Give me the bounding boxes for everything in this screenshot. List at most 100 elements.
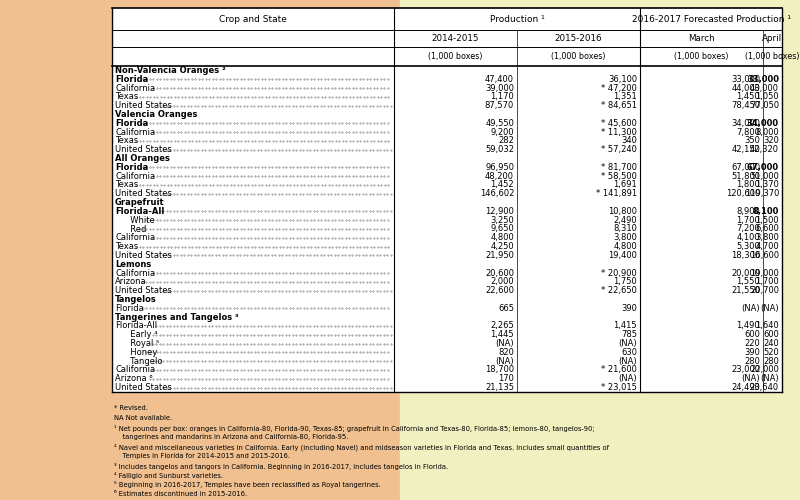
Text: 1,490: 1,490	[736, 322, 760, 330]
Text: 18,300: 18,300	[731, 251, 760, 260]
Text: 33,000: 33,000	[747, 74, 779, 84]
Text: 1,500: 1,500	[755, 216, 779, 224]
Text: 59,032: 59,032	[485, 145, 514, 154]
Text: 18,700: 18,700	[485, 366, 514, 374]
Text: * 20,900: * 20,900	[602, 268, 637, 278]
Text: 320: 320	[763, 136, 779, 145]
Text: 1,170: 1,170	[490, 92, 514, 102]
Text: 19,000: 19,000	[750, 268, 779, 278]
Text: Royal ⁵: Royal ⁵	[125, 339, 159, 348]
Text: * 58,500: * 58,500	[601, 172, 637, 180]
Text: ¹ Net pounds per box: oranges in California-80, Florida-90, Texas-85; grapefruit: ¹ Net pounds per box: oranges in Califor…	[114, 424, 594, 432]
Text: United States: United States	[115, 383, 172, 392]
Text: * 47,200: * 47,200	[601, 84, 637, 92]
Text: Lemons: Lemons	[115, 260, 151, 268]
Text: California: California	[115, 366, 155, 374]
Text: Florida-All: Florida-All	[115, 207, 164, 216]
Text: 43,000: 43,000	[750, 84, 779, 92]
Text: 1,550: 1,550	[736, 278, 760, 286]
Text: Crop and State: Crop and State	[219, 14, 287, 24]
Text: Texas: Texas	[115, 136, 138, 145]
Text: United States: United States	[115, 190, 172, 198]
Text: ² Navel and miscellaneous varieties in California. Early (including Navel) and m: ² Navel and miscellaneous varieties in C…	[114, 444, 609, 451]
Text: 3,250: 3,250	[490, 216, 514, 224]
Text: Valencia Oranges: Valencia Oranges	[115, 110, 198, 119]
Text: 280: 280	[763, 356, 779, 366]
Text: 2,490: 2,490	[614, 216, 637, 224]
Text: 4,250: 4,250	[490, 242, 514, 251]
Text: 2014-2015: 2014-2015	[432, 34, 479, 43]
Text: * 57,240: * 57,240	[601, 145, 637, 154]
Text: 36,100: 36,100	[608, 74, 637, 84]
Text: * Revised.: * Revised.	[114, 406, 148, 411]
Text: 8,900: 8,900	[736, 207, 760, 216]
Text: NA Not available.: NA Not available.	[114, 415, 172, 421]
Text: Production ¹: Production ¹	[490, 14, 544, 24]
Bar	[0, 0, 400, 500]
Text: 22,000: 22,000	[750, 366, 779, 374]
Text: (NA): (NA)	[742, 304, 760, 313]
Text: 2016-2017 Forecasted Production ¹: 2016-2017 Forecasted Production ¹	[631, 14, 790, 24]
Text: (NA): (NA)	[495, 339, 514, 348]
Text: 1,351: 1,351	[614, 92, 637, 102]
Text: 1,700: 1,700	[736, 216, 760, 224]
Text: 10,800: 10,800	[608, 207, 637, 216]
Text: 1,450: 1,450	[736, 92, 760, 102]
Text: 21,950: 21,950	[485, 251, 514, 260]
Text: 87,570: 87,570	[485, 101, 514, 110]
Text: (NA): (NA)	[618, 356, 637, 366]
Text: 4,700: 4,700	[755, 242, 779, 251]
Text: 630: 630	[621, 348, 637, 357]
Text: * 84,651: * 84,651	[601, 101, 637, 110]
Text: 19,400: 19,400	[608, 251, 637, 260]
Text: March: March	[688, 34, 715, 43]
Text: Texas: Texas	[115, 92, 138, 102]
Text: California: California	[115, 172, 155, 180]
Text: (NA): (NA)	[618, 339, 637, 348]
Text: Honey: Honey	[125, 348, 158, 357]
Text: All Oranges: All Oranges	[115, 154, 170, 163]
Text: (NA): (NA)	[618, 374, 637, 384]
Text: Texas: Texas	[115, 180, 138, 190]
Text: 78,450: 78,450	[731, 101, 760, 110]
Text: Florida: Florida	[115, 74, 148, 84]
Text: 240: 240	[763, 339, 779, 348]
Text: (NA): (NA)	[742, 374, 760, 384]
Text: 42,150: 42,150	[731, 145, 760, 154]
Text: Tangerines and Tangelos ³: Tangerines and Tangelos ³	[115, 312, 238, 322]
Text: 39,000: 39,000	[485, 84, 514, 92]
Text: 7,200: 7,200	[736, 224, 760, 234]
Text: 9,200: 9,200	[490, 128, 514, 136]
Text: Non-Valencia Oranges ²: Non-Valencia Oranges ²	[115, 66, 226, 75]
Text: 47,400: 47,400	[485, 74, 514, 84]
Text: Tangelos: Tangelos	[115, 295, 157, 304]
Text: 24,490: 24,490	[731, 383, 760, 392]
Text: 48,200: 48,200	[485, 172, 514, 180]
Text: California: California	[115, 84, 155, 92]
Text: 146,602: 146,602	[480, 190, 514, 198]
Text: 600: 600	[763, 330, 779, 339]
Text: 120,600: 120,600	[726, 190, 760, 198]
Text: (NA): (NA)	[760, 374, 779, 384]
Text: 6,600: 6,600	[755, 224, 779, 234]
Text: 1,691: 1,691	[614, 180, 637, 190]
Text: 67,000: 67,000	[747, 163, 779, 172]
Text: 8,310: 8,310	[613, 224, 637, 234]
Text: 49,550: 49,550	[485, 119, 514, 128]
Text: 16,600: 16,600	[750, 251, 779, 260]
Text: California: California	[115, 268, 155, 278]
Text: (NA): (NA)	[495, 356, 514, 366]
Text: April: April	[762, 34, 782, 43]
Text: * 23,015: * 23,015	[601, 383, 637, 392]
Text: 21,135: 21,135	[485, 383, 514, 392]
Text: 2015-2016: 2015-2016	[554, 34, 602, 43]
Text: 20,600: 20,600	[485, 268, 514, 278]
Text: Florida-All: Florida-All	[115, 322, 157, 330]
Text: United States: United States	[115, 145, 172, 154]
Text: 23,000: 23,000	[731, 366, 760, 374]
Text: Florida: Florida	[115, 163, 148, 172]
Text: 1,445: 1,445	[490, 330, 514, 339]
Text: 665: 665	[498, 304, 514, 313]
Text: 3,800: 3,800	[755, 234, 779, 242]
Text: 1,750: 1,750	[614, 278, 637, 286]
